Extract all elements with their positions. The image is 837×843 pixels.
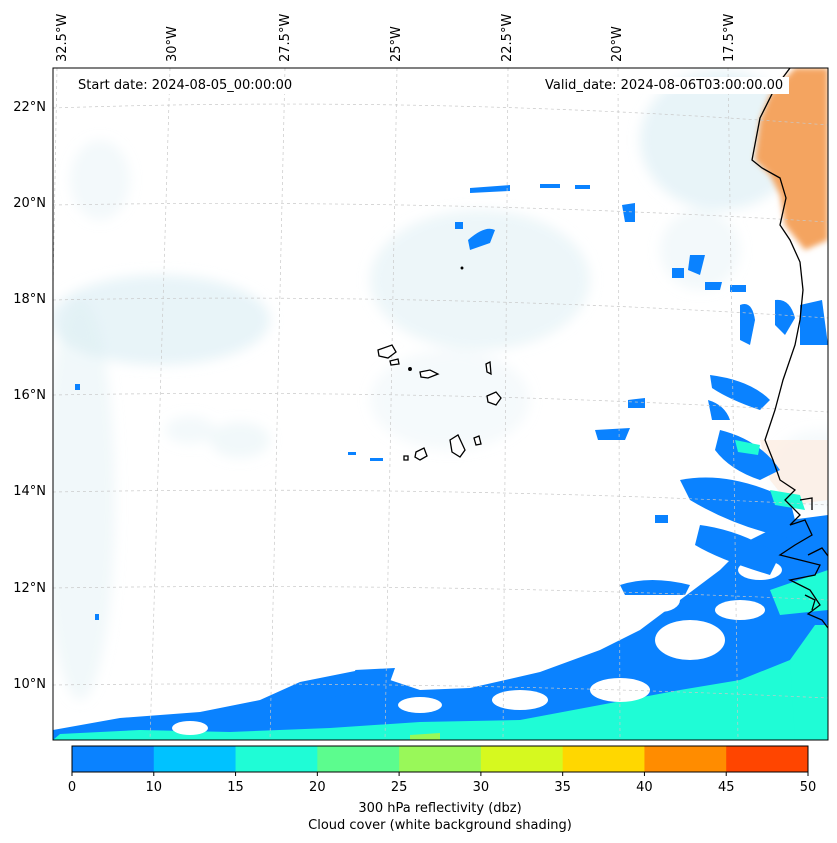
colorbar-tick-label: 50: [800, 780, 817, 795]
island-santo-antao: [377, 344, 397, 359]
colorbar-tick-label: 0: [68, 780, 76, 795]
african-coastline: [751, 68, 828, 629]
island-santiago: [449, 434, 466, 458]
lat-label: 22°N: [13, 100, 46, 115]
colorbar-frame: [71, 745, 809, 773]
cape-verde-islands: [377, 266, 502, 461]
colorbar-segment: [399, 746, 482, 772]
colorbar-tick-label: 20: [309, 780, 326, 795]
island-boa-vista: [486, 391, 502, 406]
island-sao-nicolau: [419, 369, 440, 379]
lon-label: 25°W: [389, 26, 404, 62]
lat-label: 12°N: [13, 581, 46, 596]
colorbar-segment: [317, 746, 400, 772]
lon-label: 22.5°W: [500, 14, 515, 62]
island-sao-vicente: [389, 358, 400, 366]
colorbar-segment: [235, 746, 318, 772]
colorbar-segment: [153, 746, 237, 772]
colorbar-tick-label: 45: [718, 780, 735, 795]
lon-label: 27.5°W: [278, 14, 293, 62]
start-date-label: Start date: 2024-08-05_00:00:00: [72, 77, 299, 94]
map-panel: [53, 68, 828, 740]
colorbar-tick-label: 10: [146, 780, 163, 795]
lat-label: 18°N: [13, 292, 46, 307]
lon-label: 20°W: [610, 26, 625, 62]
land-light-shading: [760, 440, 828, 505]
lon-label: 32.5°W: [55, 14, 70, 62]
colorbar-tick-label: 35: [554, 780, 571, 795]
lat-label: 10°N: [13, 677, 46, 692]
colorbar: 0 10 15 20 25 30 35 40 45 50: [68, 745, 817, 795]
island-brava: [403, 455, 409, 461]
colorbar-segment: [726, 746, 809, 772]
colorbar-segment: [480, 746, 564, 772]
lon-label: 17.5°W: [722, 14, 737, 62]
island-sal: [485, 360, 492, 376]
lon-label: 30°W: [165, 26, 180, 62]
lat-label: 14°N: [13, 484, 46, 499]
map-frame: [52, 67, 829, 741]
lat-label: 20°N: [13, 196, 46, 211]
valid-date-label: Valid_date: 2024-08-06T03:00:00.00: [539, 77, 790, 94]
colorbar-tick-label: 40: [636, 780, 653, 795]
graticule: [53, 68, 828, 740]
island-maio: [473, 435, 482, 446]
land-warm-shading: [755, 68, 828, 250]
colorbar-label-line2: Cloud cover (white background shading): [308, 818, 572, 833]
colorbar-label-line1: 300 hPa reflectivity (dbz): [358, 801, 522, 816]
colorbar-segment: [562, 746, 645, 772]
coastlines: [751, 68, 828, 629]
colorbar-tick-label: 30: [473, 780, 490, 795]
colorbar-tick-label: 15: [227, 780, 244, 795]
longitude-labels: 32.5°W 30°W 27.5°W 25°W 22.5°W 20°W 17.5…: [55, 14, 737, 62]
colorbar-segment: [72, 746, 155, 772]
lat-label: 16°N: [13, 388, 46, 403]
island-fogo: [414, 447, 428, 461]
colorbar-tick-label: 25: [391, 780, 408, 795]
latitude-labels: 22°N 20°N 18°N 16°N 14°N 12°N 10°N: [13, 100, 46, 692]
colorbar-segment: [644, 746, 727, 772]
